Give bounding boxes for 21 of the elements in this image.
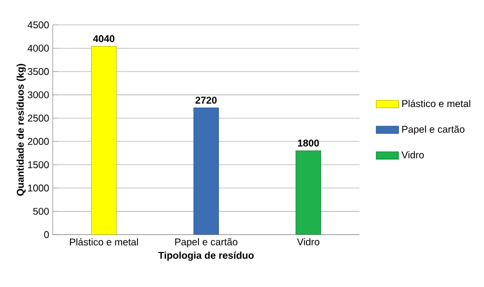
data-label: 4040	[93, 35, 114, 42]
y-tick-label: 3000	[28, 91, 49, 98]
y-tick-label: 500	[33, 208, 49, 215]
y-axis-title: Quantidade de resíduos (kg)	[16, 64, 26, 196]
x-axis-title: Tipologia de resíduo	[158, 251, 254, 261]
legend-label: Plástico e metal	[402, 100, 470, 108]
y-tick-label: 1500	[28, 161, 49, 168]
y-tick-label: 2500	[28, 114, 49, 122]
x-tick-label: Vidro	[297, 238, 320, 246]
y-tick-label: 4000	[28, 44, 49, 52]
y-tick-label: 1000	[28, 184, 49, 192]
x-tick-label: Papel e cartão	[175, 238, 238, 248]
legend-label: Papel e cartão	[402, 126, 464, 135]
data-label: 2720	[196, 96, 217, 104]
y-tick-label: 3500	[28, 68, 49, 75]
legend-label: Vidro	[402, 151, 424, 158]
data-label: 1800	[298, 140, 319, 147]
y-tick-label: 0	[44, 231, 49, 238]
y-tick-label: 2000	[28, 138, 49, 145]
x-tick-label: Plástico e metal	[70, 238, 138, 246]
y-tick-label: 4500	[28, 21, 49, 28]
